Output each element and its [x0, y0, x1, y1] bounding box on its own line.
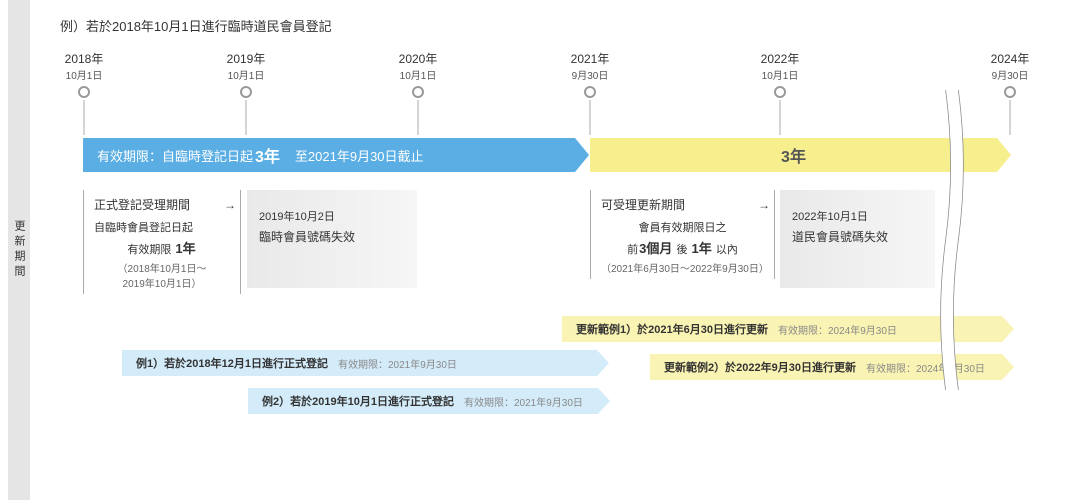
example-band-blue-1: 例1）若於2018年12月1日進行正式登記有效期限：2021年9月30日	[122, 350, 597, 376]
timeline-marker: 2021年9月30日	[565, 50, 615, 98]
validity-band-blue: 有效期限：自臨時登記日起 3年 至2021年9月30日截止	[83, 138, 575, 172]
registration-period-box: 正式登記受理期間→ 自臨時會員登記日起 有效期限 1年 （2018年10月1日～…	[83, 190, 241, 294]
time-gap-icon	[940, 90, 970, 390]
example-title: 例）若於2018年10月1日進行臨時道民會員登記	[60, 16, 332, 35]
validity-band-yellow: 3年	[590, 138, 997, 172]
side-label: 更新期間	[8, 0, 30, 500]
timeline-marker: 2018年10月1日	[59, 50, 109, 98]
timeline-marker: 2019年10月1日	[221, 50, 271, 98]
expiry-box-left: 2019年10月2日 臨時會員號碼失效	[247, 190, 417, 288]
example-band-yellow-1: 更新範例1）於2021年6月30日進行更新有效期限：2024年9月30日	[562, 316, 1002, 342]
timeline-marker: 2022年10月1日	[755, 50, 805, 98]
arrow-right-icon: →	[758, 198, 770, 212]
timeline-marker: 2020年10月1日	[393, 50, 443, 98]
timeline-marker: 2024年9月30日	[985, 50, 1035, 98]
example-band-blue-2: 例2）若於2019年10月1日進行正式登記有效期限：2021年9月30日	[248, 388, 598, 414]
side-label-text: 更新期間	[11, 220, 27, 280]
diagram-root: 更新期間 例）若於2018年10月1日進行臨時道民會員登記 2018年10月1日…	[0, 0, 1080, 500]
expiry-box-right: 2022年10月1日 道民會員號碼失效	[780, 190, 935, 288]
arrow-right-icon: →	[224, 198, 236, 212]
renewal-period-box: 可受理更新期間→ 會員有效期限日之 前3個月 後 1年 以內 （2021年6月3…	[590, 190, 775, 279]
